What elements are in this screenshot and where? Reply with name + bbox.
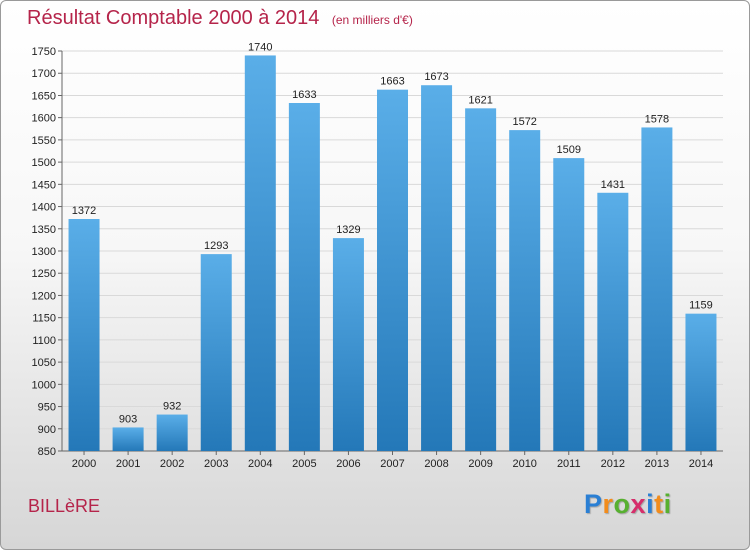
bar-2005 <box>288 103 320 451</box>
x-tick-label-2013: 2013 <box>645 458 669 470</box>
y-tick-label: 1000 <box>32 379 56 391</box>
data-label-2010: 1572 <box>512 116 536 128</box>
bar-2001 <box>112 427 144 451</box>
x-tick-label-2007: 2007 <box>380 458 404 470</box>
y-tick-label: 1200 <box>32 290 56 302</box>
x-tick-label-2001: 2001 <box>116 458 140 470</box>
logo-letter: x <box>630 489 647 519</box>
data-label-2006: 1329 <box>336 224 360 236</box>
y-tick-label: 1400 <box>32 202 56 214</box>
bar-2012 <box>597 192 629 451</box>
x-tick-label-2006: 2006 <box>336 458 360 470</box>
y-tick-label: 1150 <box>32 313 56 325</box>
y-tick-label: 1550 <box>32 135 56 147</box>
x-tick-label-2011: 2011 <box>557 458 581 470</box>
bar-2003 <box>200 254 232 451</box>
y-tick-label: 1600 <box>32 113 56 125</box>
bar-2006 <box>332 238 364 451</box>
data-label-2000: 1372 <box>72 205 96 217</box>
logo-letter: o <box>613 489 631 519</box>
logo-letter: i <box>646 489 655 519</box>
bar-2007 <box>377 89 408 452</box>
data-label-2001: 903 <box>119 413 137 425</box>
y-tick-label: 1450 <box>32 179 56 191</box>
y-tick-label: 1050 <box>32 357 56 369</box>
x-tick-labels: 2000 2001 2002 2003 2004 2005 2006 2007 2008 2009… <box>72 458 713 470</box>
x-tick-label-2003: 2003 <box>204 458 228 470</box>
bar-2013 <box>641 127 673 451</box>
logo-letter: t <box>654 489 664 519</box>
data-label-2005: 1633 <box>292 89 316 101</box>
x-tick-label-2004: 2004 <box>248 458 272 470</box>
chart-title-block: Résultat Comptable 2000 à 2014 (en milli… <box>27 7 413 30</box>
y-tick-label: 1500 <box>32 157 56 169</box>
data-label-2014: 1159 <box>689 300 713 312</box>
bar-2014 <box>685 313 717 451</box>
y-tick-label: 1300 <box>32 246 56 258</box>
data-labels: 1372 903 932 1293 1740 1633 1329 1663 1673 1621 15… <box>72 41 713 425</box>
y-tick-label: 900 <box>38 424 56 436</box>
data-label-2013: 1578 <box>645 113 669 125</box>
x-tick-label-2008: 2008 <box>424 458 448 470</box>
bar-2010 <box>509 130 541 451</box>
data-label-2009: 1621 <box>468 94 492 106</box>
bar-2002 <box>156 414 188 451</box>
x-tick-label-2002: 2002 <box>160 458 184 470</box>
y-tick-label: 1750 <box>32 46 56 58</box>
proxiti-logo: Proxiti <box>584 489 672 520</box>
x-tick-label-2012: 2012 <box>601 458 625 470</box>
y-tick-label: 1100 <box>32 335 56 347</box>
data-label-2008: 1673 <box>424 71 448 83</box>
logo-letter: i <box>663 489 672 519</box>
logo-letter: r <box>602 489 614 519</box>
y-tick-label: 1350 <box>32 224 56 236</box>
data-label-2007: 1663 <box>380 76 404 88</box>
bar-2000 <box>68 219 100 451</box>
bar-2004 <box>244 55 276 451</box>
data-label-2012: 1431 <box>601 179 625 191</box>
y-tick-labels: 850 900 950 1000 1050 1100 1150 1200 1250 1300 135… <box>32 46 56 458</box>
x-tick-label-2009: 2009 <box>468 458 492 470</box>
data-label-2002: 932 <box>163 401 181 413</box>
x-tick-label-2014: 2014 <box>689 458 713 470</box>
data-label-2004: 1740 <box>248 41 272 53</box>
y-tick-label: 950 <box>38 402 56 414</box>
data-label-2011: 1509 <box>557 144 581 156</box>
bar-2009 <box>465 108 497 451</box>
commune-name: BILLèRE <box>28 496 101 516</box>
bars <box>68 55 717 452</box>
chart-unit-note: (en milliers d'€) <box>331 13 413 27</box>
bar-2011 <box>553 158 585 451</box>
y-tick-label: 1700 <box>32 68 56 80</box>
y-tick-label: 850 <box>38 446 56 458</box>
logo-letter: P <box>584 489 603 519</box>
bar-2008 <box>421 85 453 451</box>
y-tick-label: 1650 <box>32 90 56 102</box>
x-tick-label-2000: 2000 <box>72 458 96 470</box>
data-label-2003: 1293 <box>204 240 228 252</box>
chart-title: Résultat Comptable 2000 à 2014 <box>27 7 320 29</box>
y-tick-label: 1250 <box>32 268 56 280</box>
x-tick-label-2005: 2005 <box>292 458 316 470</box>
x-tick-label-2010: 2010 <box>512 458 536 470</box>
